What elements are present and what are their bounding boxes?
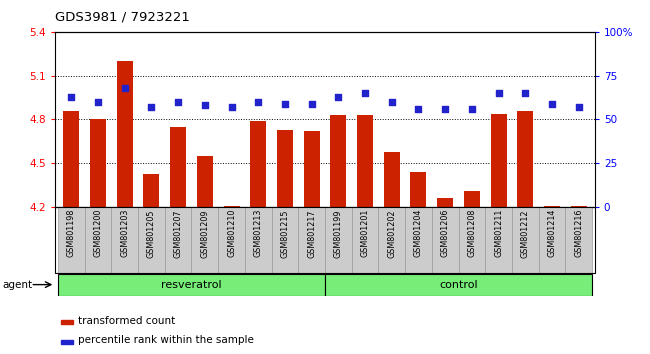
Bar [437,198,453,207]
Text: GSM801199: GSM801199 [334,209,343,258]
Text: transformed count: transformed count [78,315,175,326]
Bar [218,207,245,273]
Bar [458,207,486,273]
Text: GSM801213: GSM801213 [254,209,263,257]
Bar [60,340,73,343]
Point [173,99,183,105]
Bar [539,207,566,273]
Text: GSM801209: GSM801209 [200,209,209,258]
Text: GSM801198: GSM801198 [67,209,76,257]
Bar [272,207,298,273]
Bar [384,152,400,207]
Text: GSM801206: GSM801206 [441,209,450,257]
Point [467,106,477,112]
Point [360,90,370,96]
Bar [138,207,164,273]
Text: GSM801214: GSM801214 [547,209,556,257]
Bar [245,207,272,273]
Text: GSM801210: GSM801210 [227,209,236,257]
Bar [277,130,293,207]
Text: control: control [439,280,478,290]
Text: GSM801205: GSM801205 [147,209,156,258]
Point [387,99,397,105]
Point [253,99,263,105]
Point [493,90,504,96]
Text: percentile rank within the sample: percentile rank within the sample [78,335,254,346]
Bar [566,207,592,273]
Bar [250,121,266,207]
Text: GSM801207: GSM801207 [174,209,183,258]
Text: GSM801203: GSM801203 [120,209,129,257]
Bar [517,111,533,207]
Bar [512,207,539,273]
Point [440,106,450,112]
Bar [405,207,432,273]
Bar [357,115,373,207]
Text: GDS3981 / 7923221: GDS3981 / 7923221 [55,11,190,24]
Text: GSM801211: GSM801211 [494,209,503,257]
Point [200,103,210,108]
Bar [111,207,138,273]
Text: GSM801201: GSM801201 [361,209,370,257]
Point [520,90,530,96]
Bar [298,207,325,273]
Text: GSM801202: GSM801202 [387,209,396,258]
Bar [84,207,111,273]
Point [547,101,557,107]
Bar [170,127,186,207]
Bar [330,115,346,207]
Bar [378,207,405,273]
Text: GSM801215: GSM801215 [280,209,289,258]
Bar [544,206,560,207]
Bar [464,191,480,207]
Bar [63,111,79,207]
Bar [164,207,192,273]
Text: GSM801208: GSM801208 [467,209,476,257]
Bar [90,120,106,207]
Text: GSM801204: GSM801204 [414,209,423,257]
Text: GSM801200: GSM801200 [94,209,103,257]
Bar [325,207,352,273]
Point [573,104,584,110]
Text: GSM801216: GSM801216 [574,209,583,257]
Bar [197,156,213,207]
Bar [352,207,378,273]
Point [93,99,103,105]
Bar [58,274,325,296]
Bar [117,61,133,207]
Point [226,104,237,110]
Text: resveratrol: resveratrol [161,280,222,290]
Point [413,106,424,112]
Bar [192,207,218,273]
Point [306,101,317,107]
Text: GSM801212: GSM801212 [521,209,530,258]
Bar [304,131,320,207]
Bar [491,114,506,207]
Text: GSM801217: GSM801217 [307,209,316,258]
Point [120,85,130,91]
Bar [58,207,84,273]
Bar [144,173,159,207]
Point [280,101,290,107]
Bar [571,206,587,207]
Point [66,94,77,99]
Text: agent: agent [2,280,32,290]
Bar [410,172,426,207]
Bar [486,207,512,273]
Point [146,104,157,110]
Point [333,94,344,99]
Bar [60,320,73,324]
Bar [432,207,458,273]
Bar [325,274,592,296]
Bar [224,206,240,207]
